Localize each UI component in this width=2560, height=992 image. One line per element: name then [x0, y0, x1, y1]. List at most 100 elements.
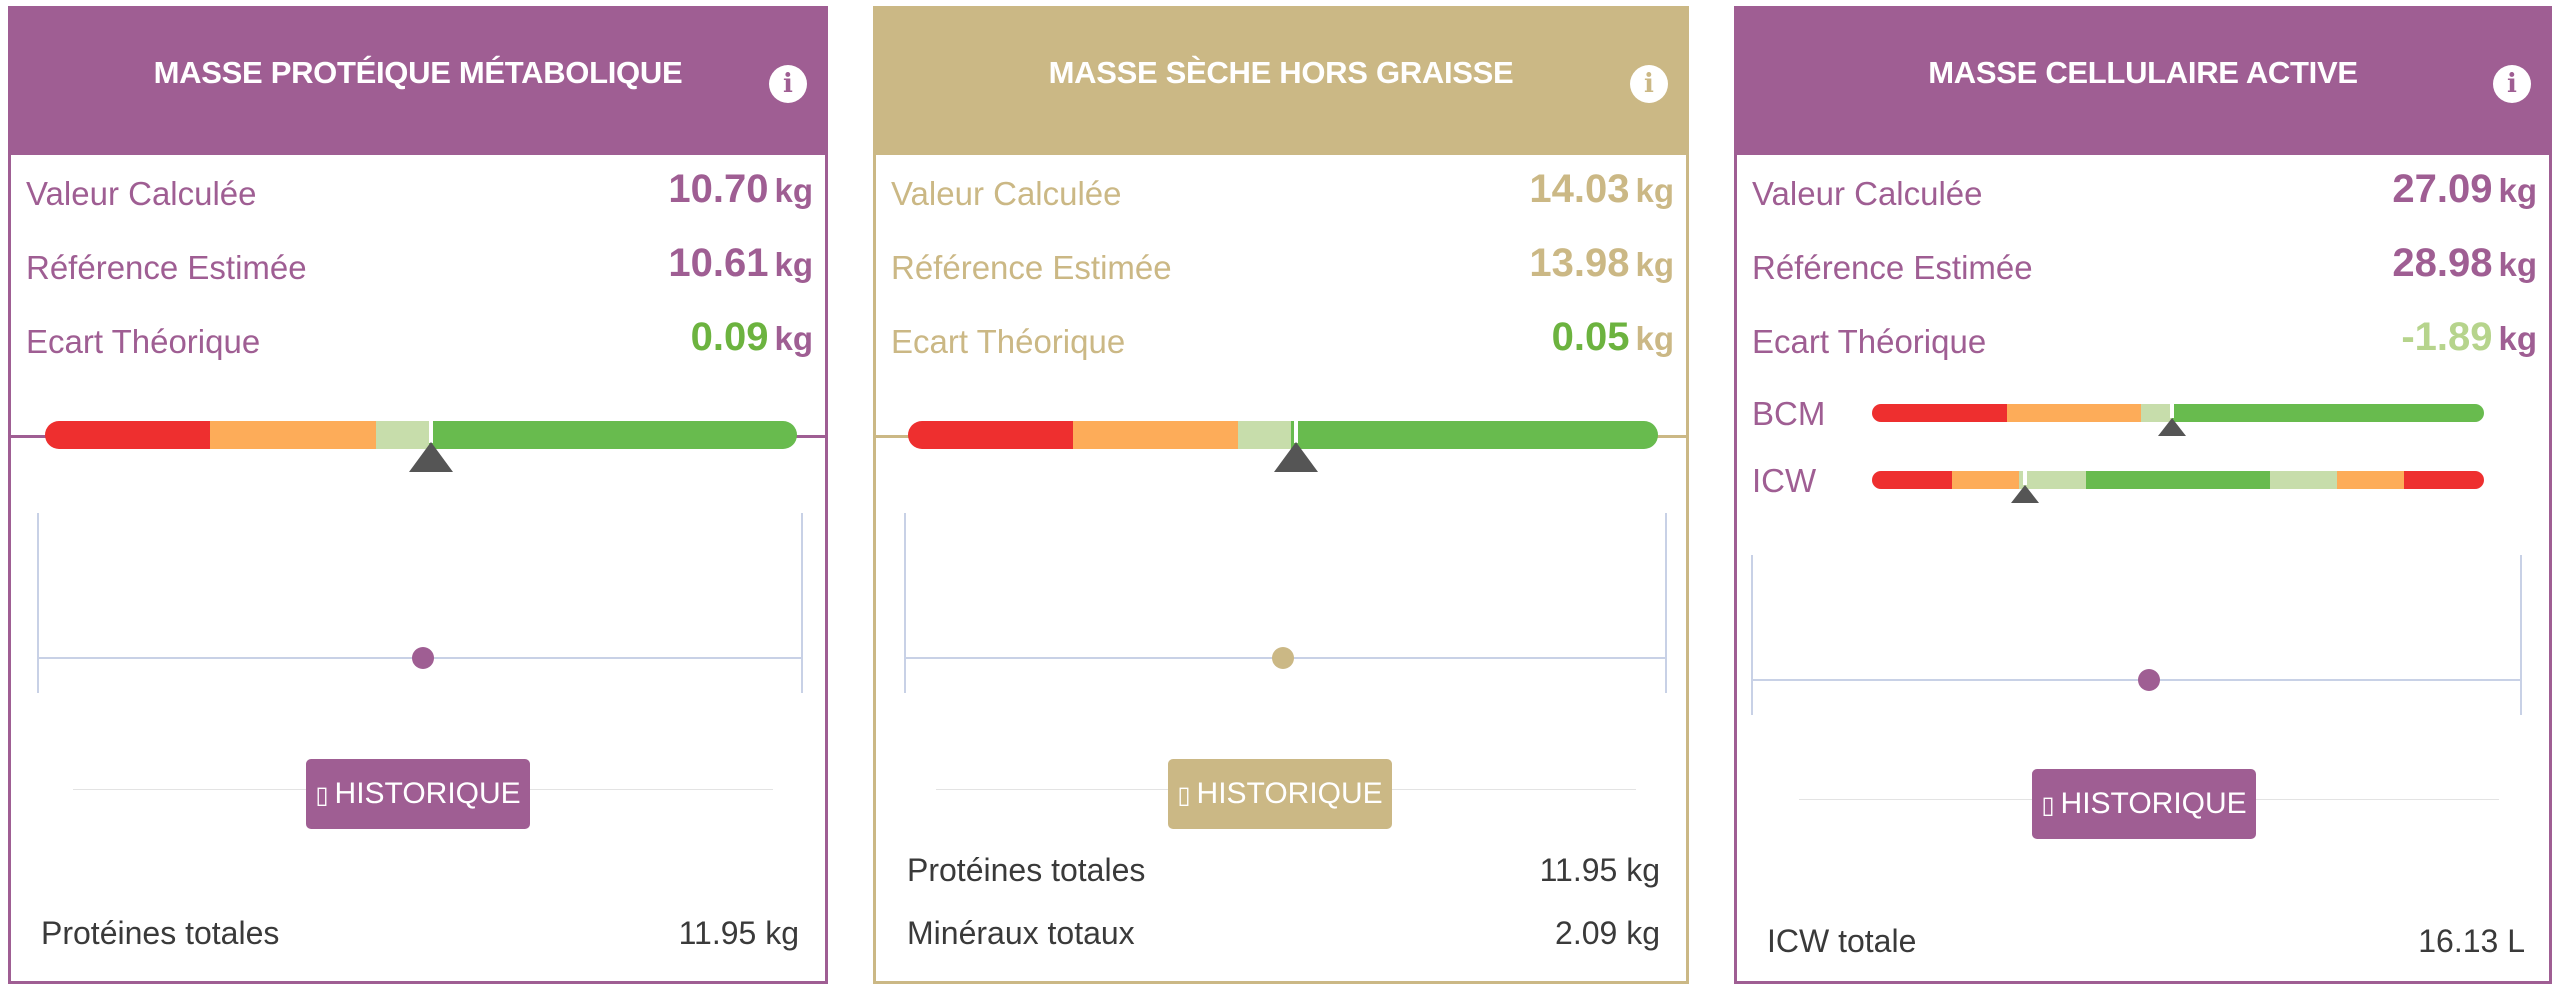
info-icon[interactable]: i: [2493, 65, 2531, 103]
metric-unit: kg: [2498, 320, 2537, 357]
metric-label: Valeur Calculée: [1752, 175, 1983, 212]
history-icon: ▯: [315, 782, 329, 809]
gauge-segment-red: [1872, 471, 1952, 489]
status-gauge: [908, 421, 1658, 449]
icw-marker-tick: [2023, 471, 2027, 485]
metric-label: Référence Estimée: [26, 249, 307, 286]
metric-label: Ecart Théorique: [26, 323, 261, 360]
metric-unit: kg: [2498, 172, 2537, 209]
gauge-segment-orange: [210, 421, 376, 449]
metric-value: 13.98 kg: [1529, 241, 1674, 286]
metric-unit: kg: [1635, 320, 1674, 357]
gauge-segment-light-green: [2141, 404, 2172, 422]
footer-value: 2.09 kg: [1555, 915, 1660, 951]
gauge-segment-green: [2086, 471, 2270, 489]
metric-value: -1.89 kg: [2401, 315, 2537, 360]
gauge-segment-green: [2171, 404, 2484, 422]
gauge-marker: [1274, 442, 1318, 472]
metric-row-valeur-calculee: Valeur Calculée 10.70 kg: [26, 161, 813, 221]
metric-number: 10.61: [668, 241, 769, 285]
history-button[interactable]: ▯ HISTORIQUE: [2032, 769, 2256, 839]
card-header: MASSE CELLULAIRE ACTIVE i: [1737, 9, 2549, 155]
history-button[interactable]: ▯ HISTORIQUE: [306, 759, 530, 829]
axis-tick-right: [1665, 513, 1667, 693]
gauge-segment-light-green: [2269, 471, 2338, 489]
metric-value: 10.70 kg: [668, 167, 813, 212]
footer-label: Minéraux totaux: [907, 915, 1135, 951]
metric-value: 28.98 kg: [2392, 241, 2537, 286]
metric-number: 14.03: [1529, 167, 1630, 211]
footer-row-mineraux-totaux: Minéraux totaux 2.09 kg: [907, 915, 1660, 965]
card-masse-seche: MASSE SÈCHE HORS GRAISSE i Valeur Calcul…: [873, 6, 1689, 984]
gauge-marker-tick: [1294, 421, 1298, 443]
history-button-label: HISTORIQUE: [2060, 787, 2247, 820]
card-header: MASSE SÈCHE HORS GRAISSE i: [876, 9, 1686, 155]
bcm-marker: [2158, 418, 2186, 436]
axis-tick-right: [801, 513, 803, 693]
metric-row-valeur-calculee: Valeur Calculée 14.03 kg: [891, 161, 1674, 221]
metric-label: Référence Estimée: [891, 249, 1172, 286]
value-dot: [1272, 647, 1294, 669]
gauge-marker: [409, 442, 453, 472]
footer-label: Protéines totales: [41, 915, 280, 951]
metric-row-ecart-theorique: Ecart Théorique 0.09 kg: [26, 309, 813, 369]
history-icon: ▯: [2041, 792, 2055, 819]
bar-label-icw: ICW: [1752, 462, 1817, 499]
gauge-segment-green: [428, 421, 797, 449]
gauge-segment-red: [908, 421, 1073, 449]
metric-label: Ecart Théorique: [891, 323, 1126, 360]
footer-label: Protéines totales: [907, 852, 1146, 888]
metric-unit: kg: [2498, 246, 2537, 283]
metric-number: 13.98: [1529, 241, 1630, 285]
card-title: MASSE SÈCHE HORS GRAISSE: [1048, 55, 1514, 90]
gauge-segment-red: [1872, 404, 2007, 422]
axis-tick-left: [904, 513, 906, 693]
footer-label: ICW totale: [1767, 923, 1917, 959]
axis-tick-left: [37, 513, 39, 693]
metric-row-reference-estimee: Référence Estimée 13.98 kg: [891, 235, 1674, 295]
metric-label: Valeur Calculée: [891, 175, 1122, 212]
value-dot: [2138, 669, 2160, 691]
footer-row-icw-totale: ICW totale 16.13 L: [1767, 923, 2525, 973]
metric-unit: kg: [1635, 172, 1674, 209]
metric-number: 28.98: [2392, 241, 2493, 285]
metric-value: 0.09 kg: [691, 315, 813, 360]
metric-label: Référence Estimée: [1752, 249, 2033, 286]
metric-number: -1.89: [2401, 315, 2493, 359]
axis-tick-right: [2520, 555, 2522, 715]
metric-value: 27.09 kg: [2392, 167, 2537, 212]
metric-unit: kg: [1635, 246, 1674, 283]
metric-row-valeur-calculee: Valeur Calculée 27.09 kg: [1752, 161, 2537, 221]
card-title: MASSE PROTÉIQUE MÉTABOLIQUE: [153, 55, 683, 90]
history-button-label: HISTORIQUE: [334, 777, 521, 810]
icw-marker: [2011, 485, 2039, 503]
metric-unit: kg: [774, 246, 813, 283]
footer-value: 16.13 L: [2418, 923, 2525, 959]
history-button-label: HISTORIQUE: [1196, 777, 1383, 810]
info-icon[interactable]: i: [769, 65, 807, 103]
history-button[interactable]: ▯ HISTORIQUE: [1168, 759, 1392, 829]
gauge-segment-orange: [2337, 471, 2405, 489]
metric-unit: kg: [774, 172, 813, 209]
history-icon: ▯: [1177, 782, 1191, 809]
metric-number: 0.09: [690, 315, 769, 359]
gauge-segment-orange: [2006, 404, 2142, 422]
footer-value: 11.95 kg: [1539, 852, 1660, 888]
card-masse-proteique: MASSE PROTÉIQUE MÉTABOLIQUE i Valeur Cal…: [8, 6, 828, 984]
bcm-gauge: [1872, 404, 2484, 422]
card-masse-cellulaire: MASSE CELLULAIRE ACTIVE i Valeur Calculé…: [1734, 6, 2552, 984]
gauge-segment-light-green: [2018, 471, 2087, 489]
gauge-segment-red: [45, 421, 211, 449]
metric-number: 10.70: [668, 167, 769, 211]
metric-label: Valeur Calculée: [26, 175, 257, 212]
value-dot: [412, 647, 434, 669]
metric-number: 0.05: [1551, 315, 1630, 359]
metric-unit: kg: [774, 320, 813, 357]
gauge-segment-red: [2404, 471, 2484, 489]
footer-row-proteines-totales: Protéines totales 11.95 kg: [907, 852, 1660, 902]
info-icon[interactable]: i: [1630, 65, 1668, 103]
footer-value: 11.95 kg: [678, 915, 799, 951]
metric-row-reference-estimee: Référence Estimée 28.98 kg: [1752, 235, 2537, 295]
metric-row-ecart-theorique: Ecart Théorique -1.89 kg: [1752, 309, 2537, 369]
gauge-segment-orange: [1073, 421, 1238, 449]
